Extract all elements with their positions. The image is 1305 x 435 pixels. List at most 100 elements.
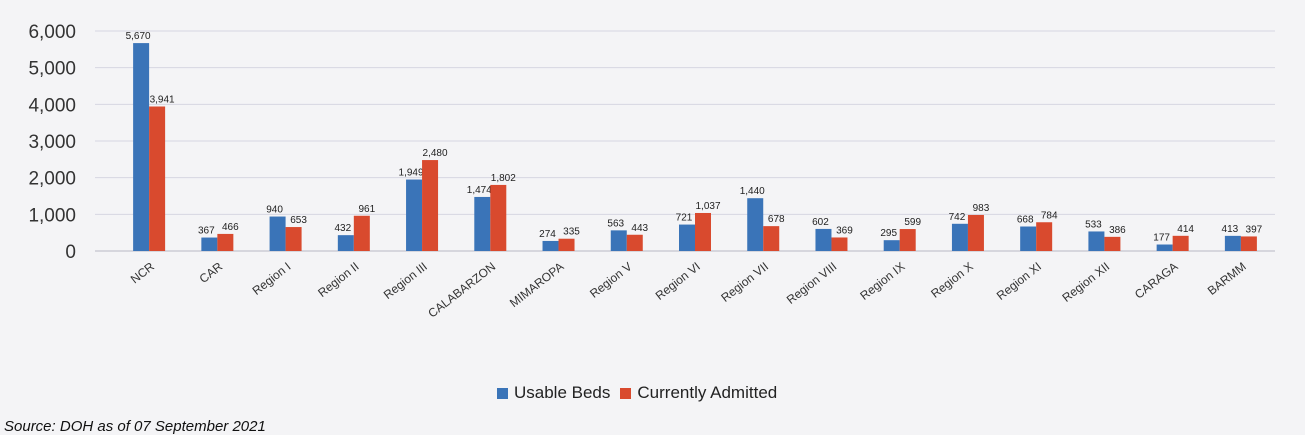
data-label-currently-admitted: 653 — [290, 215, 307, 226]
data-label-currently-admitted: 443 — [631, 223, 648, 234]
bar-currently-admitted — [1172, 235, 1189, 251]
data-label-currently-admitted: 414 — [1177, 224, 1194, 235]
data-label-currently-admitted: 466 — [222, 222, 239, 233]
bar-usable-beds — [406, 179, 423, 251]
bar-currently-admitted — [1104, 236, 1121, 251]
bar-usable-beds — [1088, 231, 1105, 251]
x-category-label: Region V — [587, 259, 635, 300]
data-label-usable-beds: 602 — [812, 217, 829, 228]
bar-usable-beds — [815, 228, 832, 251]
y-tick-label: 5,000 — [28, 59, 76, 80]
x-category-label: Region III — [381, 259, 430, 302]
bar-currently-admitted — [1036, 222, 1053, 251]
bar-usable-beds — [679, 224, 695, 251]
bar-currently-admitted — [558, 238, 575, 251]
data-label-currently-admitted: 3,941 — [150, 94, 175, 105]
data-label-usable-beds: 533 — [1085, 219, 1102, 230]
bar-chart: 6,000 5,000 4,000 3,000 2,000 1,000 0 5,670 3,94… — [28, 22, 1275, 320]
bar-currently-admitted — [490, 184, 507, 251]
bar-currently-admitted — [422, 160, 439, 251]
x-category-label: Region II — [315, 259, 361, 300]
data-label-usable-beds: 668 — [1017, 215, 1034, 226]
x-category-label: CALABARZON — [425, 259, 498, 320]
x-category-label: NCR — [128, 259, 157, 286]
x-category-label: Region I — [250, 259, 294, 298]
bar-currently-admitted — [831, 237, 848, 251]
bar-usable-beds — [610, 230, 627, 251]
data-label-usable-beds: 413 — [1222, 224, 1239, 235]
bar-usable-beds — [474, 196, 491, 251]
data-label-currently-admitted: 784 — [1041, 210, 1058, 221]
data-label-currently-admitted: 599 — [904, 217, 921, 228]
bar-currently-admitted — [149, 106, 166, 251]
x-category-label: CAR — [197, 259, 226, 286]
bar-currently-admitted — [899, 229, 916, 251]
bar-currently-admitted — [967, 214, 984, 251]
bar-usable-beds — [542, 240, 559, 251]
legend: Usable Beds Currently Admitted — [497, 383, 777, 403]
bar-currently-admitted — [285, 227, 302, 251]
data-label-currently-admitted: 386 — [1109, 225, 1126, 236]
source-note: Source: DOH as of 07 September 2021 — [4, 418, 266, 435]
data-label-usable-beds: 1,474 — [467, 185, 492, 196]
bar-currently-admitted — [1240, 236, 1257, 251]
data-label-usable-beds: 367 — [198, 226, 215, 237]
x-category-label: BARMM — [1205, 259, 1249, 298]
data-label-currently-admitted: 2,480 — [423, 148, 448, 159]
bar-usable-beds — [133, 43, 150, 251]
bar-currently-admitted — [763, 226, 780, 251]
data-label-currently-admitted: 369 — [836, 225, 853, 236]
data-label-currently-admitted: 678 — [768, 214, 785, 225]
data-label-usable-beds: 1,949 — [399, 168, 424, 179]
y-tick-label: 3,000 — [28, 132, 76, 153]
bar-currently-admitted — [695, 212, 711, 251]
x-category-label: Region XI — [994, 259, 1044, 302]
bar-usable-beds — [883, 240, 900, 251]
x-category-label: Region VI — [653, 259, 703, 302]
data-label-usable-beds: 5,670 — [126, 31, 151, 42]
data-label-currently-admitted: 397 — [1246, 224, 1263, 235]
data-label-usable-beds: 432 — [334, 223, 351, 234]
data-label-usable-beds: 742 — [949, 212, 966, 223]
x-category-label: Region XII — [1059, 259, 1112, 305]
x-category-label: Region X — [928, 259, 976, 300]
legend-label-currently-admitted: Currently Admitted — [637, 383, 778, 402]
bar-usable-beds — [1224, 235, 1241, 251]
bar-usable-beds — [201, 237, 218, 251]
bar-usable-beds — [1156, 244, 1173, 251]
bar-usable-beds — [337, 235, 354, 251]
bar-usable-beds — [951, 223, 968, 251]
bar-currently-admitted — [626, 234, 643, 251]
y-tick-label: 4,000 — [28, 95, 76, 116]
legend-swatch-usable-beds — [497, 387, 508, 399]
legend-item-currently-admitted: Currently Admitted — [620, 383, 777, 403]
data-label-usable-beds: 721 — [676, 213, 693, 224]
legend-label-usable-beds: Usable Beds — [514, 383, 611, 402]
data-label-currently-admitted: 1,802 — [491, 173, 516, 184]
x-category-label: Region VII — [718, 259, 771, 305]
x-category-label: Region VIII — [784, 259, 839, 307]
x-category-label: MIMAROPA — [507, 259, 566, 310]
data-label-usable-beds: 274 — [539, 229, 556, 240]
data-label-currently-admitted: 335 — [563, 227, 580, 238]
bar-usable-beds — [269, 216, 286, 251]
bar-currently-admitted — [353, 215, 370, 251]
data-label-usable-beds: 563 — [607, 218, 624, 229]
bar-usable-beds — [747, 198, 764, 251]
y-tick-label: 0 — [65, 242, 76, 263]
data-label-usable-beds: 295 — [880, 228, 897, 239]
data-label-currently-admitted: 1,037 — [695, 201, 720, 212]
legend-swatch-currently-admitted — [620, 387, 632, 399]
data-label-usable-beds: 1,440 — [740, 186, 765, 197]
y-tick-label: 1,000 — [28, 205, 76, 226]
data-label-usable-beds: 940 — [266, 205, 283, 216]
legend-item-usable-beds: Usable Beds — [497, 383, 610, 403]
x-category-label: Region IX — [857, 259, 907, 302]
x-category-label: CARAGA — [1132, 259, 1181, 301]
bar-currently-admitted — [217, 233, 234, 251]
y-tick-label: 2,000 — [28, 169, 76, 190]
data-label-currently-admitted: 961 — [358, 204, 375, 215]
data-label-usable-beds: 177 — [1153, 233, 1170, 244]
bar-usable-beds — [1020, 226, 1037, 251]
